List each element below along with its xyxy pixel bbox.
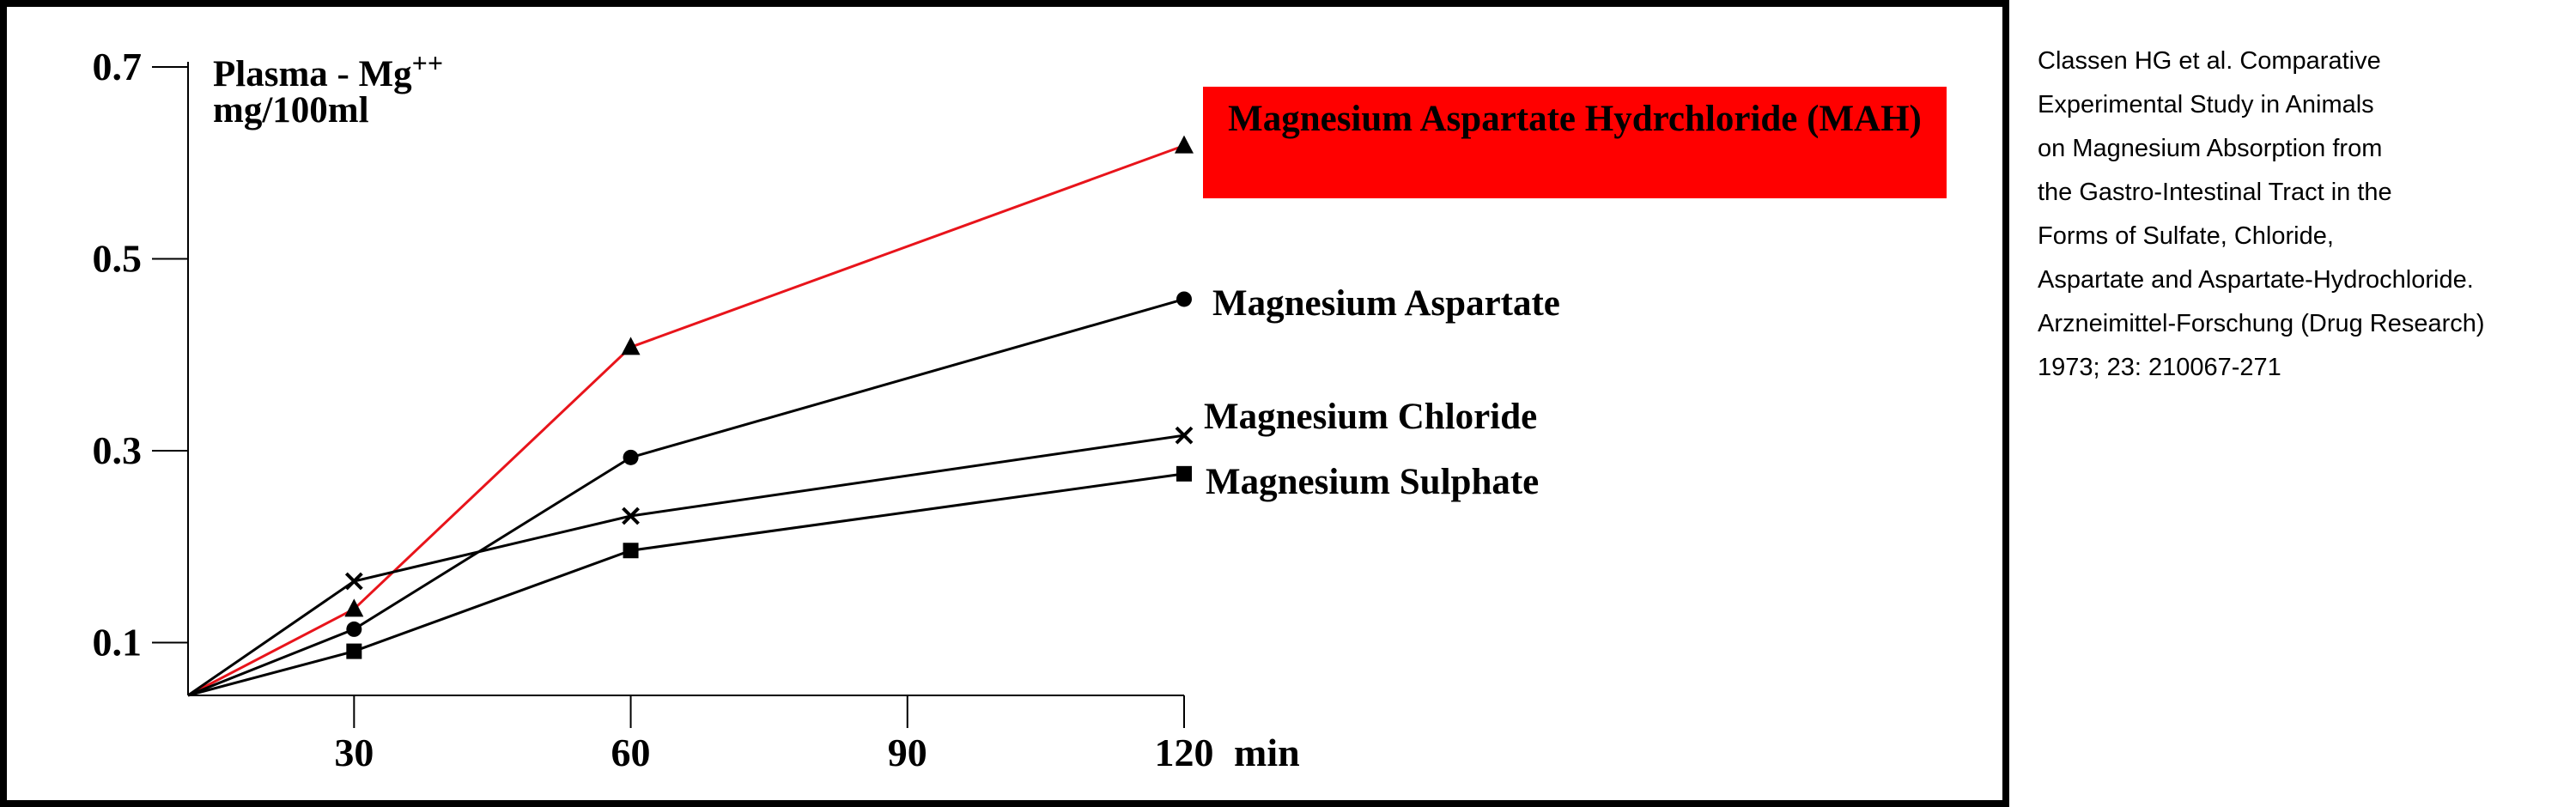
series-label: Magnesium Aspartate Hydrchloride (MAH) — [1228, 99, 1922, 139]
marker — [1175, 426, 1194, 445]
citation-line: the Gastro-Intestinal Tract in the — [2038, 179, 2392, 206]
marker — [344, 572, 363, 591]
series-line — [187, 434, 1185, 697]
y-tick-label: 0.7 — [93, 45, 143, 88]
y-axis-title: Plasma - Mg++ — [213, 47, 443, 94]
series-label: Magnesium Chloride — [1204, 397, 1537, 437]
marker — [1176, 291, 1192, 307]
marker — [622, 507, 640, 525]
y-axis-title-text: Plasma - Mg — [213, 54, 412, 94]
x-tick-label: 120 — [1155, 731, 1214, 774]
citation-line: Forms of Sulfate, Chloride, — [2038, 222, 2334, 250]
marker — [1175, 135, 1194, 154]
x-tick-label: 30 — [334, 731, 374, 774]
marker — [623, 543, 639, 559]
marker — [344, 598, 364, 617]
y-axis-unit: mg/100ml — [213, 90, 369, 130]
citation-line: Classen HG et al. Comparative — [2038, 47, 2381, 75]
series-line — [187, 472, 1185, 697]
x-tick-label: 90 — [888, 731, 927, 774]
marker — [346, 643, 362, 659]
citation: Classen HG et al. Comparative Experimenta… — [2038, 39, 2485, 390]
citation-line: Experimental Study in Animals — [2038, 91, 2374, 118]
citation-line: on Magnesium Absorption from — [2038, 135, 2383, 162]
citation-line: Arzneimittel-Forschung (Drug Research) — [2038, 310, 2485, 337]
series-label: Magnesium Sulphate — [1206, 462, 1539, 502]
y-tick-label: 0.5 — [93, 237, 143, 281]
marker — [1176, 465, 1192, 482]
mah-label-box: Magnesium Aspartate Hydrchloride (MAH) — [1203, 87, 1947, 198]
series-label: Magnesium Aspartate — [1212, 283, 1560, 324]
series-line — [187, 298, 1185, 697]
y-tick-label: 0.3 — [93, 428, 143, 472]
marker — [623, 449, 639, 465]
marker — [346, 621, 362, 637]
x-tick-label: 60 — [611, 731, 651, 774]
series-line — [187, 144, 1185, 697]
x-axis-unit: min — [1234, 731, 1300, 774]
y-axis-title-superscript: ++ — [412, 47, 443, 78]
citation-line: 1973; 23: 210067-271 — [2038, 354, 2281, 381]
citation-line: Aspartate and Aspartate-Hydrochloride. — [2038, 266, 2474, 294]
marker — [621, 337, 641, 355]
y-tick-label: 0.1 — [93, 621, 143, 664]
